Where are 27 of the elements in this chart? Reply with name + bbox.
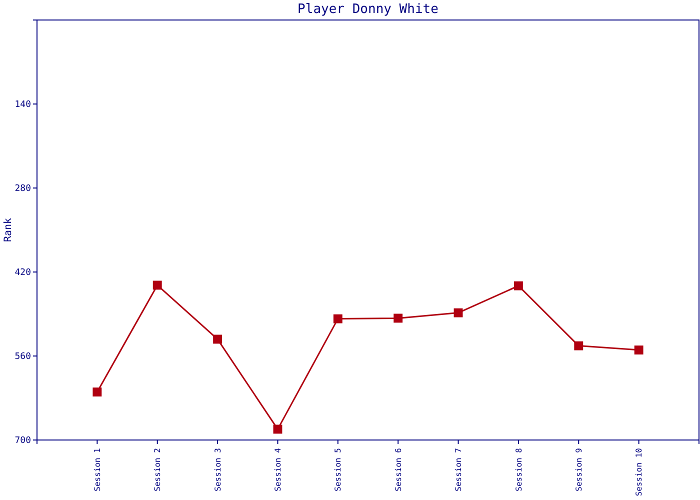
point <box>152 280 162 290</box>
point <box>634 346 644 354</box>
x-tick-label: Session 3 <box>213 448 222 492</box>
point <box>454 308 463 318</box>
x-tick-label: Session 2 <box>153 448 162 492</box>
point <box>92 388 102 396</box>
x-tick-label: Session 7 <box>454 448 464 492</box>
x-tick-label: Session 1 <box>92 448 102 492</box>
y-tick-label: 420 <box>14 268 31 278</box>
y-axis-title: Rank <box>3 218 14 242</box>
chart-title: Player Donny White <box>298 2 439 17</box>
x-tick-label: Session 6 <box>394 448 403 492</box>
point <box>574 341 584 350</box>
point <box>514 281 523 290</box>
x-tick-label: Session 10 <box>634 448 644 496</box>
point <box>333 314 342 324</box>
point <box>273 424 282 434</box>
x-tick-label: Session 5 <box>334 448 343 492</box>
y-tick-label: 700 <box>14 436 31 446</box>
point <box>213 334 222 344</box>
x-tick-label: Session 9 <box>574 448 584 492</box>
y-tick-label: 140 <box>14 100 31 110</box>
x-tick-label: Session 8 <box>514 448 524 492</box>
point <box>394 314 403 323</box>
y-tick-label: 560 <box>14 352 31 362</box>
x-tick-label: Session 4 <box>274 448 283 492</box>
y-tick-label: 280 <box>14 184 31 194</box>
